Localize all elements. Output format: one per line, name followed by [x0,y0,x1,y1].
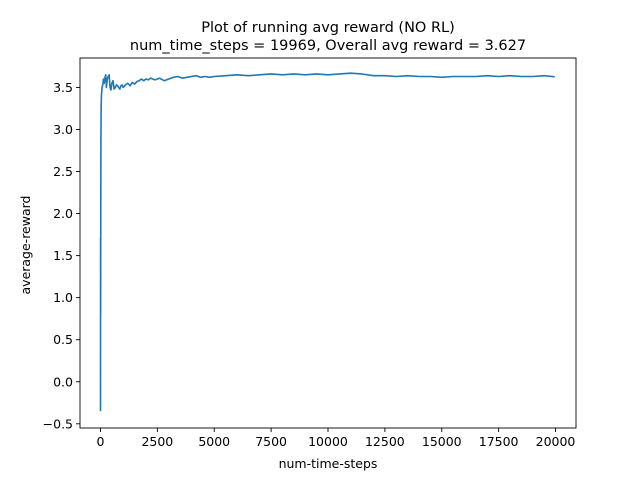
x-tick-label: 7500 [255,434,287,449]
y-axis-label: average-reward [18,196,33,295]
chart-title-line-2: num_time_steps = 19969, Overall avg rewa… [130,38,526,54]
axes-frame [79,57,577,429]
x-tick-label: 5000 [198,434,230,449]
y-tick-label: 3.5 [53,80,73,95]
y-tick-label: 0.5 [53,332,73,347]
x-tick-label: 20000 [536,434,576,449]
x-tick-label: 2500 [141,434,173,449]
x-tick-label: 12500 [365,434,405,449]
x-tick-label: 15000 [422,434,462,449]
chart-title-line-1: Plot of running avg reward (NO RL) [201,20,455,36]
plot-area: 0 2500 5000 7500 10000 12500 15000 17500 20000 −0… [43,57,577,449]
y-tick-label: 2.0 [53,206,73,221]
y-tick-label: 1.0 [53,290,73,305]
x-axis-label: num-time-steps [279,456,378,471]
y-tick-label: 2.5 [53,164,73,179]
x-tick-label: 0 [97,434,105,449]
x-tick-label: 10000 [308,434,348,449]
series-line-0 [99,72,555,412]
y-tick-label: 0.0 [53,374,73,389]
y-tick-label: 1.5 [53,248,73,263]
x-tick-label: 17500 [479,434,519,449]
y-tick-label: 3.0 [53,122,73,137]
y-tick-label: −0.5 [43,416,73,431]
